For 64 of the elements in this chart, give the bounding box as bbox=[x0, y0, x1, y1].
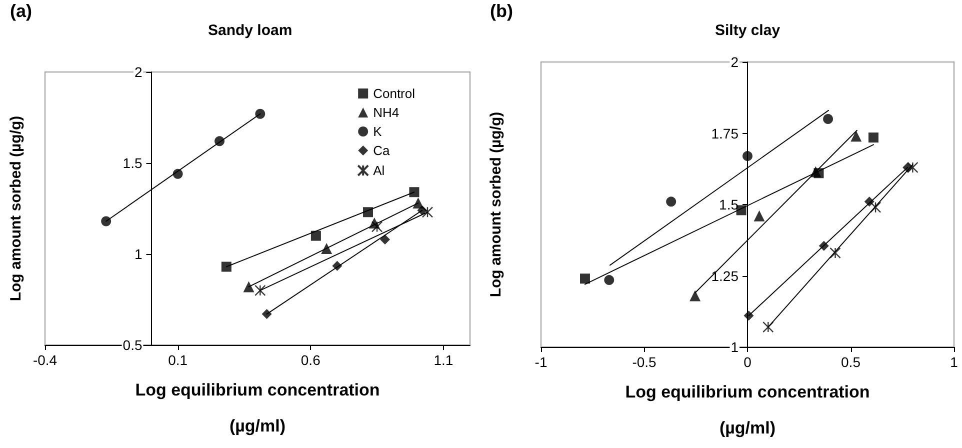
point bbox=[864, 196, 874, 207]
x-tick-label: 1 bbox=[950, 354, 958, 370]
x-tick-label: 0.1 bbox=[168, 352, 188, 368]
y-axis-title: Log amount sorbed (µg/g) bbox=[8, 116, 24, 302]
point bbox=[742, 151, 752, 162]
legend-label: K bbox=[373, 124, 382, 139]
y-axis-title: Log amount sorbed (µg/g) bbox=[488, 112, 504, 298]
y-tick-label: 1.25 bbox=[711, 268, 739, 284]
legend-label: NH4 bbox=[373, 105, 400, 120]
point bbox=[580, 274, 590, 284]
point bbox=[690, 290, 701, 302]
point bbox=[321, 243, 332, 254]
point bbox=[850, 130, 862, 142]
point bbox=[371, 221, 383, 232]
y-tick-label: 1.75 bbox=[711, 125, 739, 142]
point bbox=[666, 196, 676, 207]
y-tick-label: 2 bbox=[730, 54, 739, 70]
point bbox=[255, 108, 266, 119]
point bbox=[907, 162, 918, 174]
x-tick-label: -1 bbox=[534, 354, 548, 370]
point bbox=[310, 230, 321, 241]
point bbox=[363, 207, 373, 218]
point bbox=[604, 275, 614, 286]
legend-label: Ca bbox=[373, 143, 390, 158]
point bbox=[380, 234, 390, 244]
point bbox=[214, 136, 225, 146]
point bbox=[262, 309, 272, 320]
point bbox=[736, 205, 746, 216]
y-tick-label: 1.5 bbox=[122, 155, 142, 171]
x-axis-title: Log equilibrium concentration (µg/ml) bbox=[625, 382, 870, 438]
x-tick-label: 0 bbox=[744, 354, 752, 370]
point bbox=[172, 168, 183, 179]
y-tick-label: 1 bbox=[730, 339, 739, 355]
point bbox=[221, 262, 232, 272]
point bbox=[254, 284, 266, 296]
point bbox=[870, 202, 882, 213]
point bbox=[823, 114, 834, 124]
x-tick-label: -0.4 bbox=[32, 352, 58, 368]
x-tick-label: 0.5 bbox=[841, 354, 861, 370]
point bbox=[101, 216, 112, 226]
point bbox=[754, 210, 765, 222]
text: (b) bbox=[490, 1, 513, 21]
point bbox=[810, 166, 822, 178]
y-tick-label: 0.5 bbox=[122, 337, 142, 353]
point bbox=[243, 281, 254, 292]
point bbox=[818, 240, 829, 251]
point bbox=[868, 132, 878, 143]
x-axis-title: Log equilibrium concentration (µg/ml) bbox=[135, 380, 380, 436]
x-tick-label: 1.1 bbox=[434, 352, 454, 368]
y-tick-label: 1.5 bbox=[719, 196, 739, 212]
point bbox=[409, 187, 420, 198]
point bbox=[830, 247, 841, 259]
y-tick-label: 1 bbox=[134, 246, 142, 262]
chart-title: Silty clay bbox=[715, 22, 781, 39]
y-tick-label: 2 bbox=[134, 64, 142, 80]
point bbox=[762, 321, 774, 333]
chart-title: Sandy loam bbox=[208, 22, 292, 39]
point bbox=[332, 260, 342, 271]
x-tick-label: 0.6 bbox=[300, 352, 321, 368]
text: (a) bbox=[10, 1, 32, 21]
x-tick-label: -0.5 bbox=[632, 354, 657, 370]
point bbox=[744, 310, 754, 321]
legend-label: Control bbox=[373, 86, 416, 101]
legend-label: Al bbox=[373, 163, 385, 178]
